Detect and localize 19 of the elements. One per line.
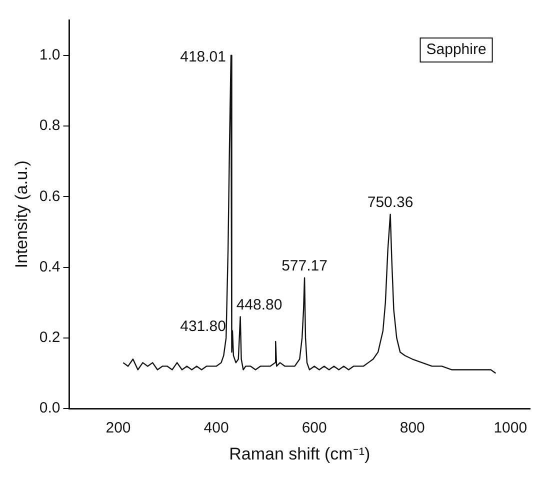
- y-tick-label: 0.4: [39, 258, 60, 276]
- y-axis-title: Intensity (a.u.): [12, 160, 31, 268]
- x-axis-title: Raman shift (cm⁻¹): [229, 444, 370, 464]
- y-tick-label: 0.0: [39, 400, 60, 417]
- annotation: 750.36: [367, 194, 414, 211]
- x-tick-label: 800: [400, 420, 425, 437]
- x-tick-label: 600: [302, 420, 327, 437]
- annotation: Sapphire: [426, 41, 486, 58]
- y-tick-label: 0.2: [39, 329, 60, 346]
- y-tick-label: 0.6: [39, 188, 60, 205]
- x-tick-label: 400: [204, 420, 229, 437]
- x-tick-label: 200: [106, 420, 131, 437]
- annotation: 431.80: [180, 318, 226, 336]
- x-tick-label: 1000: [494, 420, 528, 437]
- y-tick-label: 1.0: [39, 46, 60, 64]
- annotation: 418.01: [180, 48, 226, 66]
- annotation: 448.80: [236, 296, 282, 314]
- y-tick-label: 0.8: [39, 117, 60, 134]
- annotation: 577.17: [282, 258, 328, 275]
